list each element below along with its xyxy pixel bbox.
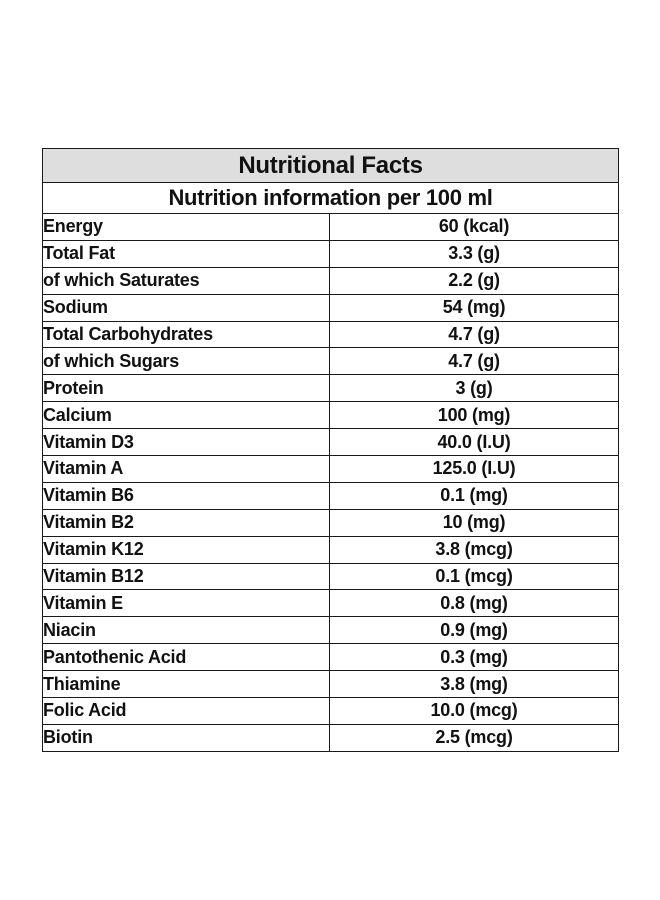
nutrient-value: 40.0 (I.U): [328, 428, 620, 457]
table-row: Niacin 0.9 (mg): [42, 616, 620, 645]
table-row: Vitamin D3 40.0 (I.U): [42, 428, 620, 457]
nutrient-value: 60 (kcal): [328, 213, 620, 241]
table-row: Vitamin E 0.8 (mg): [42, 589, 620, 618]
nutrient-value: 0.9 (mg): [328, 616, 620, 645]
nutrient-name: Vitamin D3: [42, 428, 330, 457]
table-subtitle: Nutrition information per 100 ml: [41, 182, 620, 214]
nutrient-name: of which Saturates: [42, 266, 330, 295]
nutrient-name: Vitamin B2: [42, 508, 330, 537]
nutrient-value: 0.3 (mg): [328, 643, 620, 672]
nutrient-value: 3 (g): [328, 374, 620, 403]
nutrient-name: Calcium: [42, 401, 330, 430]
nutrition-facts-table: Nutritional Facts Nutrition information …: [41, 148, 620, 752]
nutrient-name: Biotin: [42, 723, 330, 752]
nutrient-name: Sodium: [42, 293, 330, 322]
nutrient-value: 3.8 (mg): [328, 670, 620, 699]
nutrient-value: 3.3 (g): [328, 239, 620, 268]
nutrient-name: Vitamin A: [42, 455, 330, 483]
table-row: Vitamin B2 10 (mg): [42, 508, 620, 537]
table-subtitle-row: Nutrition information per 100 ml: [41, 182, 620, 214]
nutrient-name: Protein: [42, 374, 330, 403]
table-row: Calcium 100 (mg): [42, 401, 620, 430]
nutrient-name: Energy: [42, 213, 330, 241]
nutrient-value: 0.8 (mg): [328, 589, 620, 618]
table-title-row: Nutritional Facts: [41, 148, 620, 183]
nutrient-value: 2.5 (mcg): [328, 723, 620, 752]
table-row: Total Fat 3.3 (g): [42, 239, 620, 268]
table-row: of which Saturates 2.2 (g): [42, 266, 620, 295]
nutrient-name: Folic Acid: [42, 697, 330, 725]
nutrient-value: 4.7 (g): [328, 347, 620, 376]
table-row: Vitamin K12 3.8 (mcg): [42, 535, 620, 564]
nutrient-value: 10.0 (mcg): [328, 697, 620, 725]
table-row: Vitamin B6 0.1 (mg): [42, 481, 620, 510]
nutrient-rows: Energy 60 (kcal) Total Fat 3.3 (g) of whic…: [42, 213, 620, 752]
nutrient-name: Pantothenic Acid: [42, 643, 330, 672]
table-row: Energy 60 (kcal): [42, 213, 620, 241]
nutrient-name: Vitamin B6: [42, 481, 330, 510]
table-row: Biotin 2.5 (mcg): [42, 723, 620, 752]
nutrient-name: Vitamin K12: [42, 535, 330, 564]
nutrient-value: 3.8 (mcg): [328, 535, 620, 564]
nutrient-name: of which Sugars: [42, 347, 330, 376]
table-row: Folic Acid 10.0 (mcg): [42, 697, 620, 725]
table-row: Protein 3 (g): [42, 374, 620, 403]
table-row: Pantothenic Acid 0.3 (mg): [42, 643, 620, 672]
nutrient-name: Total Carbohydrates: [42, 320, 330, 349]
nutrient-value: 100 (mg): [328, 401, 620, 430]
nutrient-value: 10 (mg): [328, 508, 620, 537]
nutrient-value: 2.2 (g): [328, 266, 620, 295]
nutrient-name: Vitamin B12: [42, 562, 330, 591]
nutrient-name: Niacin: [42, 616, 330, 645]
nutrient-value: 0.1 (mg): [328, 481, 620, 510]
nutrient-value: 125.0 (I.U): [328, 455, 620, 483]
nutrient-value: 0.1 (mcg): [328, 562, 620, 591]
table-row: Thiamine 3.8 (mg): [42, 670, 620, 699]
table-row: of which Sugars 4.7 (g): [42, 347, 620, 376]
table-row: Vitamin B12 0.1 (mcg): [42, 562, 620, 591]
table-row: Total Carbohydrates 4.7 (g): [42, 320, 620, 349]
table-title: Nutritional Facts: [41, 148, 620, 183]
table-row: Vitamin A 125.0 (I.U): [42, 455, 620, 483]
nutrient-name: Vitamin E: [42, 589, 330, 618]
nutrient-value: 4.7 (g): [328, 320, 620, 349]
nutrient-value: 54 (mg): [328, 293, 620, 322]
table-row: Sodium 54 (mg): [42, 293, 620, 322]
nutrient-name: Thiamine: [42, 670, 330, 699]
nutrient-name: Total Fat: [42, 239, 330, 268]
